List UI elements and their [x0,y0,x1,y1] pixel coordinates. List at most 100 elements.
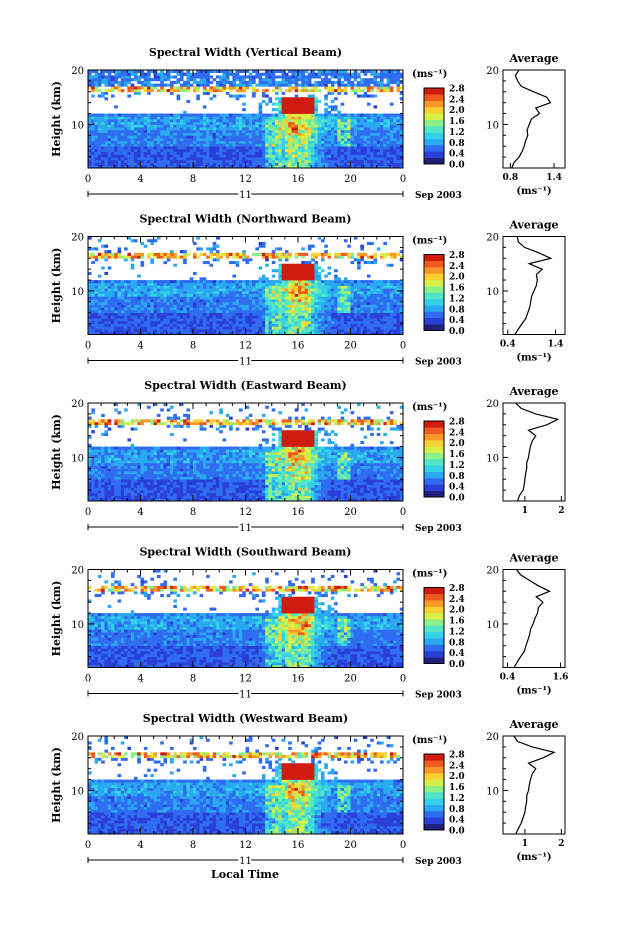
heatmap-cell [133,159,138,163]
heatmap-cell [107,326,112,330]
heatmap-cell [281,119,286,123]
heatmap-cell [212,135,217,139]
heatmap-cell [117,121,122,125]
heatmap-cell [88,252,92,256]
heatmap-cell [281,320,286,324]
heatmap-cell [389,135,394,139]
heatmap-cell [173,301,177,305]
heatmap-cell [101,266,105,270]
heatmap-cell [357,129,361,133]
heatmap-cell [212,121,217,125]
heatmap-cell [94,83,99,87]
heatmap-cell [206,282,210,286]
heatmap-cell [275,146,279,150]
heatmap-cell [330,89,335,93]
heatmap-cell [94,255,99,259]
heatmap-cell [199,315,204,319]
heatmap-cell [166,304,171,308]
heatmap-cell [196,94,200,98]
heatmap-cell [206,162,210,166]
heatmap-cell [127,285,132,289]
heatmap-cell [166,70,171,74]
heatmap-cell [202,312,207,316]
heatmap-cell [389,255,394,259]
heatmap-cell [278,80,282,84]
heatmap-cell [304,86,309,90]
heatmap-cell [376,121,381,125]
heatmap-cell [366,146,371,150]
heatmap-cell [307,261,312,265]
heatmap-cell [199,159,204,163]
heatmap-cell [242,116,246,120]
heatmap-cell [222,127,227,131]
heatmap-cell [307,266,312,270]
heatmap-cell [137,165,141,169]
heatmap-cell [304,266,309,270]
heatmap-cell [189,154,194,158]
heatmap-cell [219,135,223,139]
heatmap-cell [291,293,296,297]
heatmap-cell [327,89,332,93]
heatmap-cell [301,307,305,311]
heatmap-cell [215,310,220,314]
heatmap-cell [150,285,154,289]
heatmap-cell [271,116,276,120]
heatmap-cell [88,315,92,319]
heatmap-cell [370,331,374,335]
heatmap-cell [334,282,338,286]
heatmap-cell [337,119,342,123]
heatmap-cell [107,140,112,144]
heatmap-cell [294,165,299,169]
x-tick-label: 8 [190,174,196,185]
heatmap-cell [189,78,194,82]
heatmap-cell [193,80,197,84]
heatmap-cell [94,165,99,169]
heatmap-cell [337,304,342,308]
heatmap-cell [150,135,154,139]
heatmap-cell [130,86,135,90]
heatmap-cell [275,138,279,142]
heatmap-cell [88,312,92,316]
heatmap-cell [183,290,187,295]
heatmap-cell [284,97,289,101]
heatmap-cell [275,304,279,308]
heatmap-cell [229,315,233,319]
heatmap-cell [107,154,112,158]
heatmap-cell [294,159,299,163]
heatmap-cell [183,132,187,136]
heatmap-cell [219,140,223,144]
heatmap-cell [91,159,95,163]
heatmap-cell [206,326,210,330]
heatmap-cell [238,326,243,330]
heatmap-cell [140,304,145,308]
heatmap-cell [166,124,171,128]
heatmap-cell [232,72,237,76]
heatmap-cell [215,129,220,133]
heatmap-cell [206,290,210,295]
heatmap-cell [117,307,122,311]
heatmap-cell [229,116,233,120]
heatmap-cell [330,331,335,335]
heatmap-cell [294,138,299,142]
heatmap-cell [380,318,384,322]
heatmap-cell [196,119,200,123]
heatmap-cell [360,282,364,286]
heatmap-cell [353,78,358,82]
heatmap-cell [386,80,391,84]
heatmap-cell [324,162,328,166]
heatmap-cell [199,151,204,155]
heatmap-cell [337,301,342,305]
heatmap-cell [238,124,243,128]
heatmap-cell [150,293,154,297]
heatmap-cell [298,312,302,316]
heatmap-cell [88,151,92,155]
heatmap-cell [376,310,381,314]
heatmap-cell [366,285,371,289]
heatmap-cell [222,129,227,133]
heatmap-cell [212,285,217,289]
heatmap-cell [199,285,204,289]
heatmap-cell [291,70,296,74]
heatmap-cell [150,323,154,327]
heatmap-cell [252,143,256,147]
heatmap-cell [252,329,256,333]
